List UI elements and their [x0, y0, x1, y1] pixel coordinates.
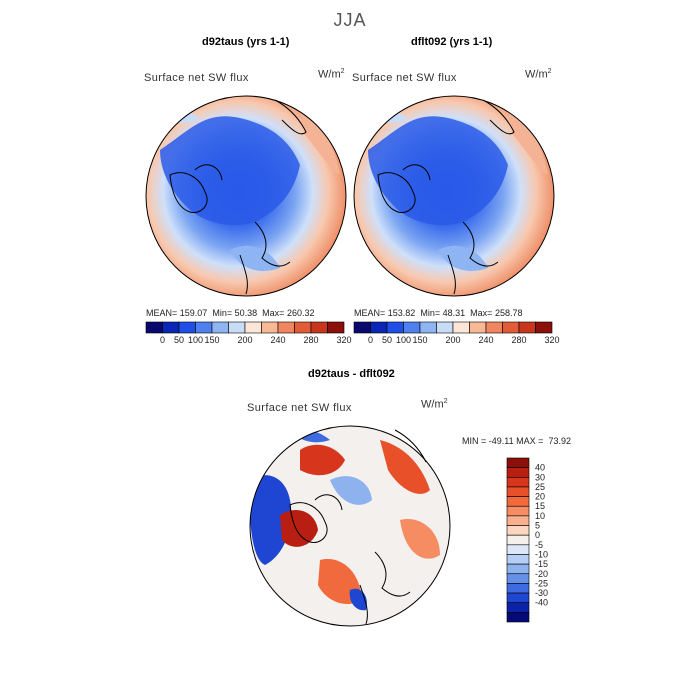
left-stats: MEAN= 159.07 Min= 50.38 Max= 260.32 — [146, 308, 315, 318]
colorbar-level-label: 5 — [535, 521, 540, 531]
right-units-label: W/m2 — [525, 68, 552, 81]
colorbar-level-label: 0 — [535, 530, 540, 540]
colorbar-level-label: -10 — [535, 549, 548, 559]
colorbar-level-label: -30 — [535, 588, 548, 598]
colorbar-swatch — [506, 486, 530, 497]
difference-polar-map — [249, 425, 451, 627]
colorbar-swatch — [419, 321, 437, 334]
colorbar-level-label: 40 — [535, 463, 545, 473]
left-case-title: d92taus (yrs 1-1) — [202, 36, 290, 48]
colorbar-tick-label: 150 — [204, 335, 219, 345]
colorbar-tick-label: 100 — [396, 335, 411, 345]
colorbar-swatch — [327, 321, 345, 334]
colorbar-level-label: 15 — [535, 501, 545, 511]
colorbar-swatch — [145, 321, 163, 334]
colorbar-swatch — [162, 321, 180, 334]
colorbar-swatch — [228, 321, 246, 334]
colorbar-level-label: 30 — [535, 472, 545, 482]
colorbar-swatch — [370, 321, 388, 334]
colorbar-swatch — [294, 321, 312, 334]
left-polar-map — [145, 95, 347, 297]
colorbar-tick-label: 240 — [270, 335, 285, 345]
colorbar-tick-label: 50 — [382, 335, 392, 345]
diff-variable-label: Surface net SW flux — [247, 402, 352, 414]
colorbar-tick-label: 320 — [336, 335, 351, 345]
colorbar-swatch — [506, 476, 530, 488]
season-title: JJA — [333, 10, 367, 30]
colorbar-tick-label: 320 — [544, 335, 559, 345]
colorbar-swatch — [277, 321, 295, 334]
colorbar-level-label: 10 — [535, 511, 545, 521]
colorbar-swatch — [195, 321, 213, 334]
right-case-title: dflt092 (yrs 1-1) — [411, 36, 493, 48]
colorbar-swatch — [506, 583, 530, 594]
right-polar-map — [353, 95, 555, 297]
colorbar-swatch — [452, 321, 470, 334]
colorbar-swatch — [485, 321, 503, 334]
colorbar-level-label: -15 — [535, 559, 548, 569]
colorbar-swatch — [506, 496, 530, 507]
colorbar-tick-label: 200 — [445, 335, 460, 345]
colorbar-tick-label: 150 — [412, 335, 427, 345]
colorbar-swatch — [518, 321, 536, 334]
colorbar-swatch — [178, 321, 196, 334]
left-variable-label: Surface net SW flux — [144, 72, 249, 84]
colorbar-swatch — [436, 321, 454, 334]
colorbar-level-label: -5 — [535, 540, 543, 550]
colorbar-swatch — [506, 467, 530, 478]
right-colorbar: 0 50 100 150 200 240 280 320 — [353, 321, 560, 345]
colorbar-swatch — [506, 515, 530, 526]
colorbar-tick-label: 280 — [511, 335, 526, 345]
colorbar-swatch — [506, 534, 530, 546]
colorbar-tick-label: 0 — [160, 335, 165, 345]
colorbar-swatch — [506, 505, 530, 517]
diff-title: d92taus - dflt092 — [308, 368, 395, 380]
colorbar-swatch — [310, 321, 328, 334]
colorbar-swatch — [506, 592, 530, 604]
right-stats: MEAN= 153.82 Min= 48.31 Max= 258.78 — [354, 308, 523, 318]
colorbar-swatch — [469, 321, 487, 334]
colorbar-swatch — [506, 602, 530, 613]
colorbar-tick-label: 240 — [478, 335, 493, 345]
colorbar-tick-label: 100 — [188, 335, 203, 345]
diff-stats: MIN = -49.11 MAX = 73.92 — [462, 436, 571, 446]
colorbar-level-label: -25 — [535, 578, 548, 588]
colorbar-level-label: 25 — [535, 482, 545, 492]
colorbar-swatch — [506, 525, 530, 536]
left-units-label: W/m2 — [318, 68, 345, 81]
colorbar-swatch — [506, 554, 530, 565]
colorbar-tick-label: 50 — [174, 335, 184, 345]
colorbar-swatch — [244, 321, 262, 334]
colorbar-swatch — [353, 321, 371, 334]
colorbar-level-label: 20 — [535, 492, 545, 502]
diff-units-label: W/m2 — [421, 398, 448, 411]
colorbar-level-label: -40 — [535, 598, 548, 608]
colorbar-swatch — [502, 321, 520, 334]
colorbar-level-label: -20 — [535, 569, 548, 579]
colorbar-swatch — [506, 612, 530, 623]
colorbar-swatch — [506, 563, 530, 575]
right-variable-label: Surface net SW flux — [352, 72, 457, 84]
colorbar-swatch — [535, 321, 553, 334]
colorbar-swatch — [386, 321, 404, 334]
colorbar-tick-label: 0 — [368, 335, 373, 345]
colorbar-tick-label: 200 — [237, 335, 252, 345]
colorbar-swatch — [506, 573, 530, 584]
left-colorbar: 0 50 100 150 200 240 280 320 — [145, 321, 352, 345]
colorbar-swatch — [211, 321, 229, 334]
colorbar-tick-label: 280 — [303, 335, 318, 345]
colorbar-swatch — [506, 544, 530, 555]
colorbar-swatch — [261, 321, 279, 334]
colorbar-swatch — [403, 321, 421, 334]
colorbar-swatch — [506, 457, 530, 468]
